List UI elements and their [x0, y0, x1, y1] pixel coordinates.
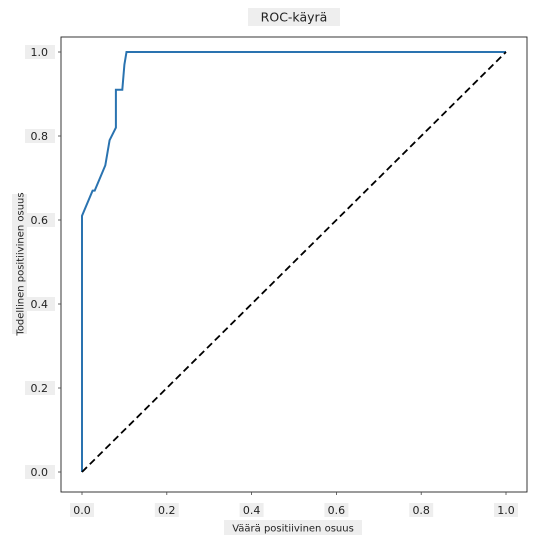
y-tick-label-background — [25, 129, 55, 143]
x-tick-label-background — [409, 503, 434, 517]
y-axis-label: Todellinen positiivinen osuus — [16, 192, 27, 336]
x-axis-label-background — [224, 520, 362, 535]
x-tick-label-background — [70, 503, 94, 517]
y-axis-label-group: Todellinen positiivinen osuus — [12, 192, 27, 337]
chart-title-group: ROC-käyrä — [248, 8, 340, 26]
x-tick-label-background — [154, 503, 179, 517]
x-tick-label: 0.4 — [243, 504, 261, 517]
x-tick-label: 0.6 — [328, 504, 346, 517]
y-tick-label: 0.0 — [31, 466, 49, 479]
chance-diagonal-line — [81, 51, 507, 473]
x-tick-label: 0.8 — [412, 504, 430, 517]
x-tick-label: 1.0 — [497, 504, 515, 517]
x-axis-label-group: Väärä positiivinen osuus — [224, 520, 362, 535]
y-tick-label: 1.0 — [31, 46, 49, 59]
plot-frame — [60, 36, 528, 493]
y-axis-ticks: 0.0 0.2 0.4 0.6 0.8 1.0 — [25, 45, 61, 479]
roc-curve-line — [81, 51, 506, 472]
x-tick-label-background — [324, 503, 349, 517]
chart-title-background — [248, 8, 340, 26]
y-tick-label-background — [25, 465, 55, 479]
y-tick-label: 0.8 — [31, 130, 49, 143]
x-axis-ticks: 0.0 0.2 0.4 0.6 0.8 1.0 — [70, 492, 518, 517]
y-tick-label: 0.2 — [31, 382, 49, 395]
y-tick-label-background — [25, 45, 55, 59]
x-tick-label: 0.2 — [158, 504, 176, 517]
y-tick-label: 0.4 — [31, 298, 49, 311]
chart-title: ROC-käyrä — [261, 10, 328, 25]
y-tick-label: 0.6 — [31, 214, 49, 227]
x-tick-label-background — [239, 503, 264, 517]
y-axis-label-background — [12, 194, 27, 334]
y-tick-label-background — [25, 381, 55, 395]
y-tick-label-background — [25, 297, 55, 311]
x-tick-label-background — [494, 503, 518, 517]
x-tick-label: 0.0 — [73, 504, 91, 517]
series-layer — [81, 51, 507, 473]
x-axis-label: Väärä positiivinen osuus — [232, 524, 354, 535]
y-tick-label-background — [25, 213, 55, 227]
